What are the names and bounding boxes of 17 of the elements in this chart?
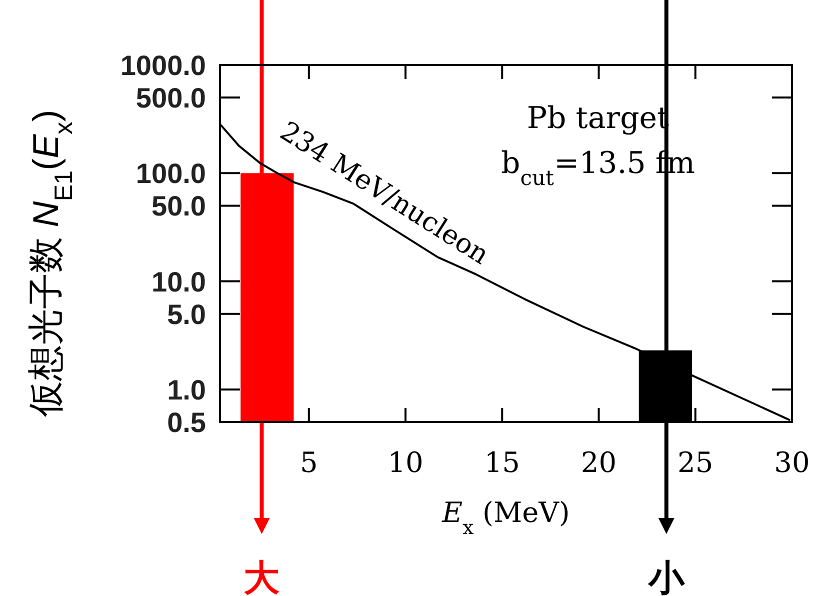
y-tick-label: 10.0	[152, 266, 206, 298]
ref-line-label: 大	[244, 557, 280, 596]
x-tick-label: 20	[580, 446, 617, 479]
y-tick-label: 100.0	[136, 158, 206, 190]
x-tick-label: 10	[388, 446, 424, 479]
y-tick-label: 0.5	[167, 407, 206, 438]
y-tick-label: 500.0	[136, 82, 206, 114]
x-axis-title: E$_{x}$ (MeV)	[441, 496, 570, 538]
y-tick-label: 50.0	[152, 190, 206, 222]
ref-line-label: 小	[647, 557, 686, 596]
y-tick-label: 1.0	[167, 374, 206, 406]
y-tick-label: 5.0	[167, 298, 206, 330]
x-tick-label: 15	[484, 446, 520, 479]
x-tick-label: 30	[774, 446, 810, 479]
x-tick-label: 25	[678, 446, 714, 479]
x-tick-label: 5	[300, 446, 318, 479]
y-tick-label: 1000.0	[120, 50, 206, 81]
